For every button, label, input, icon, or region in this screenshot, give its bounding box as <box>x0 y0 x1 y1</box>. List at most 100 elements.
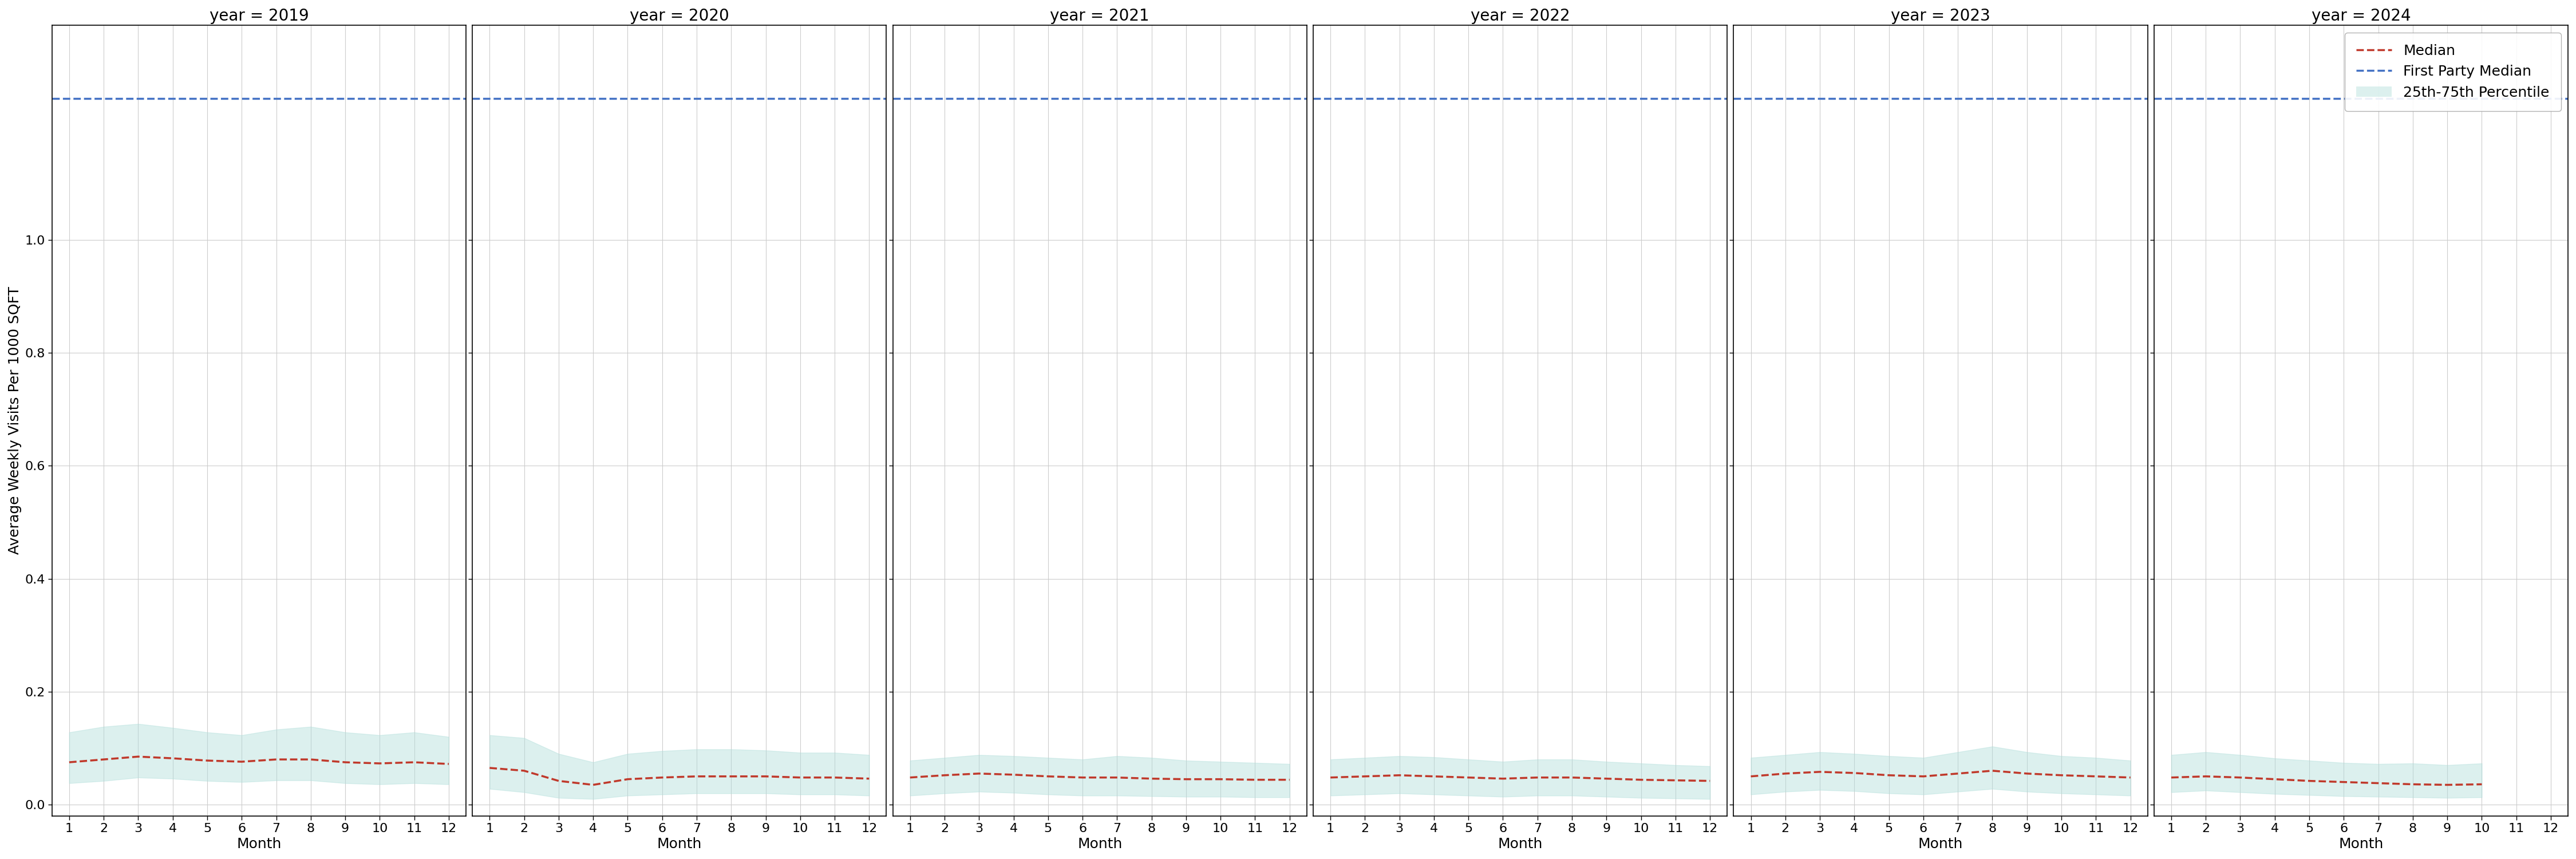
Median <box>1695 776 1726 786</box>
Median <box>786 772 817 783</box>
Legend: Median, First Party Median, 25th-75th Percentile: Median, First Party Median, 25th-75th Pe… <box>2344 33 2561 111</box>
Median <box>1239 775 1270 785</box>
X-axis label: Month: Month <box>1919 838 1963 851</box>
X-axis label: Month: Month <box>1077 838 1123 851</box>
Median <box>2362 778 2393 789</box>
Line: Median: Median <box>909 774 1291 780</box>
Median <box>1839 768 1870 778</box>
Median <box>2156 772 2187 783</box>
First Party Median <box>1736 94 1767 104</box>
Median <box>577 780 608 790</box>
Median <box>2115 772 2146 783</box>
Median <box>894 772 925 783</box>
Median <box>819 772 850 783</box>
First Party Median <box>474 94 505 104</box>
Median <box>2293 776 2324 786</box>
Median <box>474 763 505 773</box>
Median <box>963 769 994 779</box>
First Party Median <box>1314 94 1345 104</box>
Median <box>2329 777 2360 787</box>
Median <box>2259 774 2290 784</box>
Median <box>399 757 430 767</box>
First Party Median <box>894 94 925 104</box>
Median <box>544 776 574 786</box>
Title: year = 2024: year = 2024 <box>2311 8 2411 24</box>
First Party Median <box>1280 94 1311 104</box>
Median <box>191 755 222 765</box>
Title: year = 2020: year = 2020 <box>629 8 729 24</box>
First Party Median <box>2156 94 2187 104</box>
Median <box>1383 771 1414 781</box>
Median <box>507 765 538 776</box>
Median <box>363 758 394 769</box>
Median <box>1275 775 1306 785</box>
X-axis label: Month: Month <box>1497 838 1543 851</box>
Median <box>1453 772 1484 783</box>
Median <box>1136 773 1167 783</box>
Title: year = 2022: year = 2022 <box>1471 8 1569 24</box>
Median <box>296 754 327 765</box>
Median <box>930 771 961 781</box>
Median <box>680 771 711 782</box>
Median <box>330 757 361 767</box>
Line: Median: Median <box>2172 777 2481 785</box>
Median <box>1033 771 1064 782</box>
Median <box>2190 771 2221 782</box>
Median <box>1206 774 1236 784</box>
Title: year = 2021: year = 2021 <box>1051 8 1149 24</box>
Median <box>227 757 258 767</box>
Median <box>2045 771 2076 781</box>
Median <box>853 773 884 783</box>
First Party Median <box>1700 94 1731 104</box>
Median <box>1625 775 1656 785</box>
Median <box>716 771 747 782</box>
X-axis label: Month: Month <box>657 838 701 851</box>
First Party Median <box>440 94 471 104</box>
Median <box>1803 767 1834 777</box>
Median <box>433 758 464 769</box>
Line: Median: Median <box>70 757 448 764</box>
Line: Median: Median <box>489 768 868 785</box>
Title: year = 2019: year = 2019 <box>209 8 309 24</box>
Median <box>2012 769 2043 779</box>
Line: Median: Median <box>1329 776 1710 781</box>
Median <box>1314 772 1345 783</box>
Median <box>2081 771 2112 782</box>
Median <box>1976 765 2007 776</box>
Median <box>88 754 118 765</box>
Median <box>1419 771 1450 782</box>
First Party Median <box>860 94 891 104</box>
Median <box>260 754 291 765</box>
Median <box>997 770 1028 780</box>
Median <box>647 772 677 783</box>
Median <box>1909 771 1940 782</box>
Median <box>1486 773 1517 783</box>
Median <box>157 753 188 764</box>
Median <box>54 757 85 767</box>
Median <box>1873 771 1904 781</box>
Median <box>2398 779 2429 789</box>
Line: Median: Median <box>1752 771 2130 777</box>
Median <box>1556 772 1587 783</box>
X-axis label: Month: Month <box>237 838 281 851</box>
Y-axis label: Average Weekly Visits Per 1000 SQFT: Average Weekly Visits Per 1000 SQFT <box>8 287 21 555</box>
Median <box>1350 771 1381 782</box>
First Party Median <box>54 94 85 104</box>
Median <box>1103 772 1133 783</box>
Median <box>1942 769 1973 779</box>
Median <box>2432 780 2463 790</box>
First Party Median <box>18 94 49 104</box>
First Party Median <box>2120 94 2151 104</box>
Median <box>1592 773 1623 783</box>
Median <box>1170 774 1200 784</box>
Median <box>124 752 155 762</box>
Median <box>2465 779 2496 789</box>
Median <box>2226 772 2257 783</box>
X-axis label: Month: Month <box>2339 838 2383 851</box>
Median <box>1659 775 1690 785</box>
Median <box>1736 771 1767 782</box>
Median <box>1066 772 1097 783</box>
Median <box>750 771 781 782</box>
Median <box>1522 772 1553 783</box>
Median <box>1770 769 1801 779</box>
